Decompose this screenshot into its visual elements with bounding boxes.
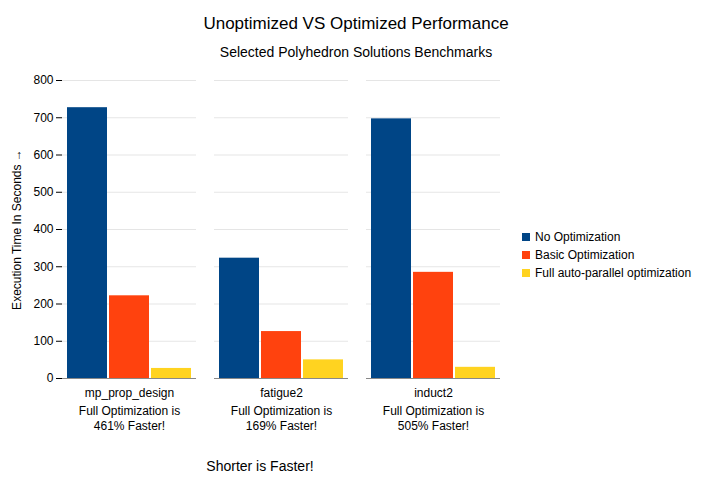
svg-text:700: 700 <box>33 111 53 125</box>
svg-text:100: 100 <box>33 334 53 348</box>
svg-text:mp_prop_design: mp_prop_design <box>85 386 174 400</box>
svg-text:induct2: induct2 <box>414 386 453 400</box>
html-text:Unoptimized VS Optimized Perfo: Unoptimized VS Optimized Performance <box>203 14 509 33</box>
html-text:Shorter is Faster!: Shorter is Faster! <box>206 458 314 474</box>
svg-text:800: 800 <box>33 73 53 87</box>
svg-text:200: 200 <box>33 297 53 311</box>
svg-text:fatigue2: fatigue2 <box>260 386 303 400</box>
svg-text:500: 500 <box>33 185 53 199</box>
svg-text:Execution Time In Seconds →: Execution Time In Seconds → <box>10 149 24 310</box>
svg-text:300: 300 <box>33 260 53 274</box>
svg-text:Full Optimization is169% Faste: Full Optimization is169% Faster! <box>231 404 332 433</box>
svg-text:0: 0 <box>47 371 54 385</box>
html-text:Selected Polyhedron Solutions: Selected Polyhedron Solutions Benchmarks <box>219 44 493 60</box>
svg-text:Full Optimization is505% Faste: Full Optimization is505% Faster! <box>383 404 484 433</box>
svg-text:400: 400 <box>33 222 53 236</box>
svg-text:600: 600 <box>33 148 53 162</box>
html-text:Basic Optimization: Basic Optimization <box>535 248 635 262</box>
svg-text:Full Optimization is461% Faste: Full Optimization is461% Faster! <box>79 404 180 433</box>
html-text:Full auto-parallel optimizatio: Full auto-parallel optimization <box>535 266 692 280</box>
html-text:No Optimization: No Optimization <box>535 230 621 244</box>
